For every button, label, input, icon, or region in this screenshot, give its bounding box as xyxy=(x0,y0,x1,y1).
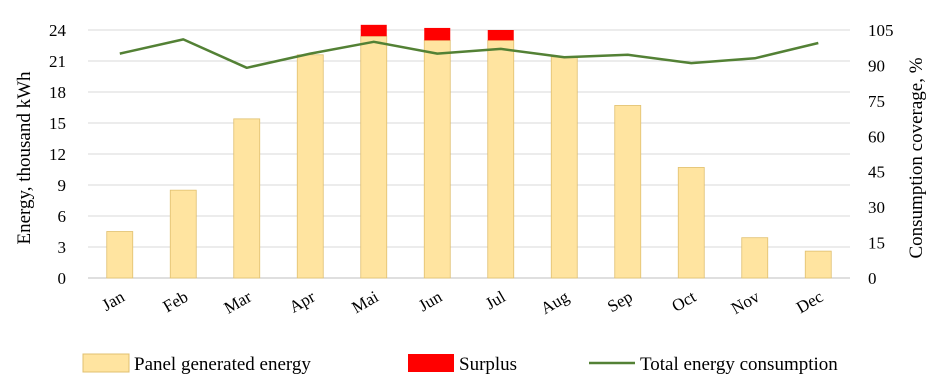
gridlines xyxy=(88,29,850,279)
y-tick-label: 0 xyxy=(58,269,67,288)
x-tick-label: Dec xyxy=(793,287,827,317)
x-tick-label: Mar xyxy=(221,287,255,318)
consumption-line-series xyxy=(119,38,819,70)
x-tick-label: Apr xyxy=(286,287,319,317)
legend-label-consumption: Total energy consumption xyxy=(640,354,838,375)
bar-panel-nov xyxy=(741,237,769,279)
y2-axis-title: Consumption coverage, % xyxy=(906,57,927,258)
bar-panel-oct xyxy=(677,167,705,279)
legend: Panel generated energy Surplus Total ene… xyxy=(82,353,838,375)
surplus-series xyxy=(360,24,514,41)
bar-panel-mai xyxy=(360,35,388,279)
bar-panel-apr xyxy=(296,54,324,279)
y-tick-label: 9 xyxy=(58,176,67,195)
bar-panel-jul xyxy=(487,39,515,279)
x-tick-label: Jun xyxy=(415,287,445,316)
bar-panel-sep xyxy=(614,105,642,279)
x-tick-label: Oct xyxy=(668,287,699,316)
x-tick-label: Feb xyxy=(160,287,192,316)
x-tick-label: Nov xyxy=(728,287,763,318)
y2-tick-label: 60 xyxy=(868,127,885,146)
y-axis-ticks: 0 3 6 9 12 15 18 21 24 xyxy=(49,21,67,288)
y-tick-label: 15 xyxy=(49,114,66,133)
bar-series xyxy=(106,35,832,279)
bar-panel-jan xyxy=(106,231,134,279)
bar-panel-feb xyxy=(169,189,197,279)
y-tick-label: 18 xyxy=(49,83,66,102)
y2-tick-label: 30 xyxy=(868,198,885,217)
y-axis-title: Energy, thousand kWh xyxy=(14,71,35,245)
legend-label-surplus: Surplus xyxy=(459,354,517,375)
bar-panel-dec xyxy=(804,250,832,279)
y2-tick-label: 15 xyxy=(868,234,885,253)
y-tick-label: 24 xyxy=(49,21,67,40)
y2-tick-label: 0 xyxy=(868,269,877,288)
x-tick-label: Mai xyxy=(349,287,382,317)
legend-swatch-panel xyxy=(82,353,130,373)
legend-swatch-surplus xyxy=(408,354,454,372)
x-tick-label: Jul xyxy=(482,287,509,314)
y2-tick-label: 45 xyxy=(868,163,885,182)
bar-panel-aug xyxy=(550,56,578,279)
y2-tick-label: 75 xyxy=(868,92,885,111)
x-tick-label: Jan xyxy=(99,287,129,315)
x-tick-label: Aug xyxy=(537,287,572,318)
y-tick-label: 12 xyxy=(49,145,66,164)
bar-surplus-jul xyxy=(487,30,514,41)
bar-surplus-mai xyxy=(360,24,387,37)
x-tick-label: Sep xyxy=(604,287,636,316)
legend-label-panel: Panel generated energy xyxy=(134,354,311,375)
line-consumption xyxy=(119,38,819,70)
y-tick-label: 21 xyxy=(49,52,66,71)
y-tick-label: 6 xyxy=(58,207,67,226)
bar-surplus-jun xyxy=(424,27,451,41)
x-axis-ticks: Jan Feb Mar Apr Mai Jun Jul Aug Sep Oct Nov Dec xyxy=(99,287,827,318)
bar-panel-jun xyxy=(423,39,451,279)
y-tick-label: 3 xyxy=(58,238,67,257)
y2-tick-label: 90 xyxy=(868,56,885,75)
bar-panel-mar xyxy=(233,118,261,279)
y2-tick-label: 105 xyxy=(868,21,894,40)
y2-axis-ticks: 0 15 30 45 60 75 90 105 xyxy=(868,21,894,288)
